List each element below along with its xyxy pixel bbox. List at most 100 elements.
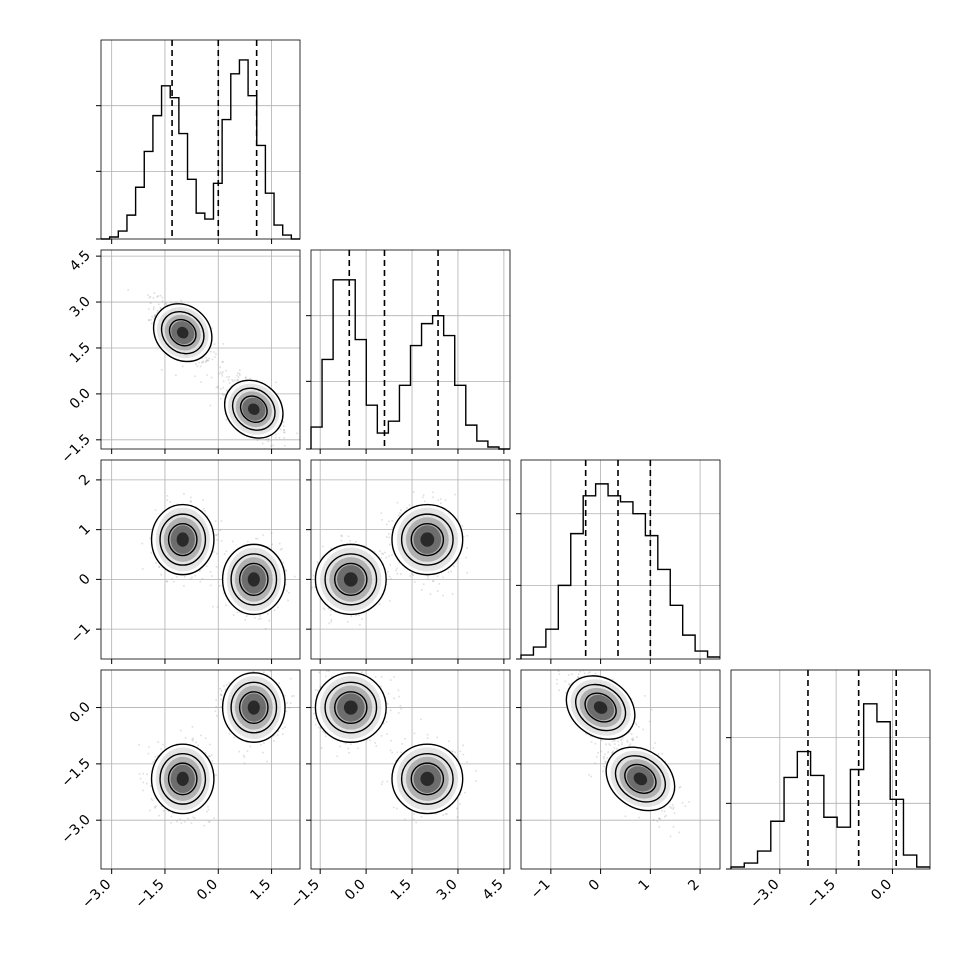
contour-line: [314, 672, 387, 743]
histogram-0: [101, 59, 300, 240]
histogram-3: [730, 703, 930, 869]
density-level: [593, 701, 608, 714]
contour-line: [221, 672, 286, 743]
panel-content: [101, 460, 300, 659]
contour-line: [150, 503, 215, 576]
x-tick-label: −1.5: [804, 877, 839, 912]
histogram-2: [520, 483, 720, 659]
contour-line: [159, 513, 207, 566]
contour-line: [221, 543, 286, 616]
x-tick-label: 0.0: [342, 877, 369, 904]
histogram-1: [310, 279, 510, 450]
scatter-panel-3-1: [310, 669, 511, 870]
y-tick-label: 1: [76, 521, 94, 539]
y-tick-label: 2: [76, 471, 94, 489]
scatter-panel-1-0: [100, 249, 301, 450]
panel-content: [311, 460, 510, 659]
contour-line: [239, 395, 268, 424]
scatter-panel-2-1: [310, 459, 511, 660]
panel-frame: [520, 669, 721, 870]
x-tick-label: 3.0: [434, 877, 461, 904]
x-tick-label: 4.5: [480, 877, 507, 904]
contour-line: [614, 755, 666, 803]
x-tick-label: 1: [636, 877, 654, 895]
x-tick-label: 0.0: [868, 877, 895, 904]
y-tick-label: −1.5: [58, 755, 93, 790]
histogram-panel-3: [726, 669, 931, 870]
x-tick-label: 1.5: [247, 877, 274, 904]
contour-line: [160, 310, 205, 355]
contour-line: [159, 752, 207, 805]
panel-frame: [310, 669, 511, 870]
contour-line: [605, 746, 676, 812]
contour-line: [167, 522, 198, 557]
x-tick-label: −1.5: [288, 877, 323, 912]
panel-content: [101, 670, 300, 869]
density-level: [633, 772, 648, 786]
y-tick-label: −1.5: [58, 431, 93, 466]
density-level: [176, 532, 189, 547]
panel-content: [311, 670, 510, 869]
y-tick-label: 0.0: [67, 385, 94, 412]
histogram-panel-0: [96, 39, 301, 240]
x-tick-label: 2: [685, 877, 703, 895]
panel-frame: [520, 459, 721, 660]
x-tick-label: 0.0: [194, 877, 221, 904]
contour-line: [168, 318, 197, 347]
y-tick-label: −1: [68, 621, 94, 647]
panel-content: [521, 670, 720, 869]
contour-line: [324, 681, 378, 734]
density-level: [420, 532, 435, 547]
x-tick-label: 1.5: [388, 877, 415, 904]
contour-line: [400, 513, 454, 566]
contour-line: [167, 762, 198, 796]
scatter-panel-2-0: [100, 459, 301, 660]
contour-line: [565, 675, 636, 740]
contour-line: [334, 562, 368, 597]
x-tick-label: −1.5: [132, 877, 167, 912]
scatter-panel-3-2: [520, 669, 721, 870]
contour-line: [152, 303, 213, 363]
contour-line: [314, 543, 387, 616]
scatter-panel-3-0: [100, 669, 301, 870]
panel-content: [101, 250, 300, 449]
contour-line: [391, 503, 464, 576]
y-tick-label: 4.5: [67, 248, 94, 275]
density-level: [343, 572, 358, 587]
density-level: [176, 771, 189, 786]
contour-line: [230, 681, 278, 734]
x-tick-label: −3.0: [747, 877, 782, 912]
x-tick-label: −3.0: [79, 877, 114, 912]
contour-line: [410, 522, 445, 557]
contour-line: [400, 752, 454, 805]
density-level: [343, 700, 358, 715]
y-tick-label: −3.0: [58, 812, 93, 847]
panel-frame: [100, 39, 301, 240]
contour-line: [575, 683, 627, 732]
contour-line: [238, 691, 269, 725]
panel-frame: [100, 459, 301, 660]
density-level: [176, 326, 189, 339]
panel-frame: [310, 249, 511, 450]
contour-line: [223, 379, 284, 439]
panel-frame: [100, 669, 301, 870]
y-tick-label: 0: [76, 571, 94, 589]
panel-frame: [100, 249, 301, 450]
y-tick-label: 1.5: [67, 339, 94, 366]
histogram-panel-2: [516, 459, 721, 660]
contour-line: [150, 743, 215, 815]
contour-line: [624, 763, 657, 794]
contour-line: [324, 553, 378, 606]
panel-frame: [730, 669, 931, 870]
density-level: [248, 403, 260, 415]
contour-line: [584, 692, 617, 723]
density-level: [420, 771, 435, 786]
x-tick-label: −1: [528, 877, 554, 903]
histogram-panel-1: [306, 249, 511, 450]
y-tick-label: 0.0: [67, 699, 94, 726]
y-tick-label: 3.0: [67, 294, 94, 321]
contour-line: [231, 387, 276, 431]
panel-frame: [310, 459, 511, 660]
scatter-points: [556, 670, 690, 838]
